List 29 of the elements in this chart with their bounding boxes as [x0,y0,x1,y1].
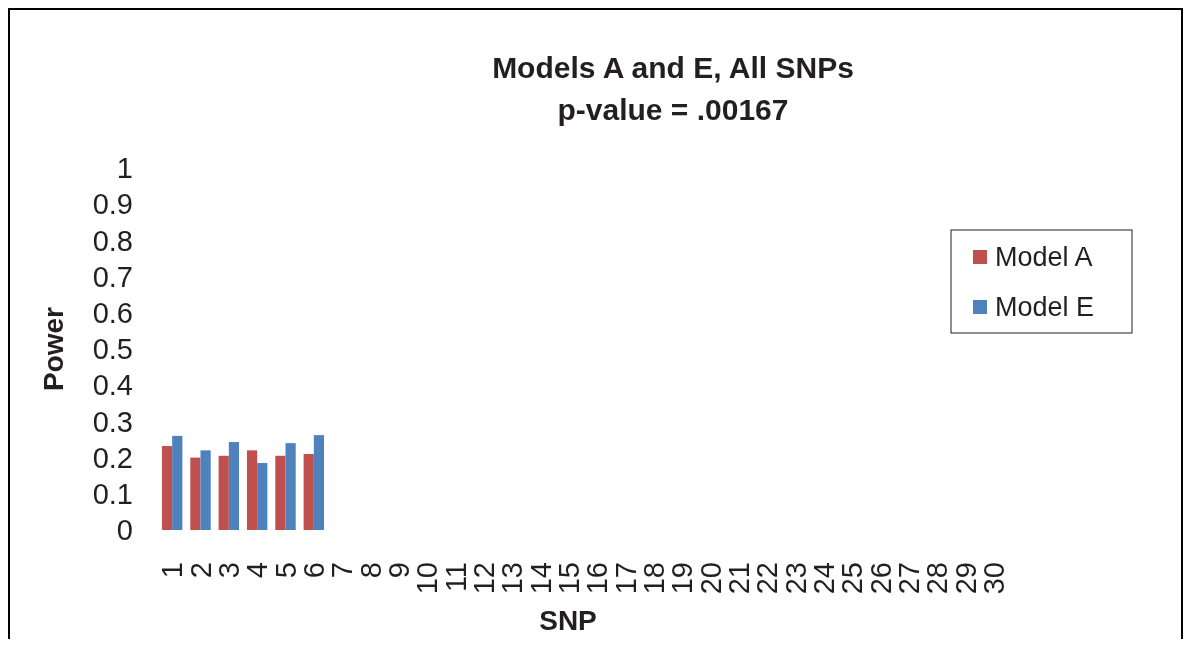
bar [218,455,229,530]
y-tick-label: 0 [116,514,133,547]
bar [161,446,173,530]
bar [172,435,183,530]
y-tick-label: 0.2 [92,441,133,474]
y-tick-label: 0.4 [92,369,133,402]
y-tick-label: 0.8 [92,224,133,257]
x-axis-title: SNP [539,605,597,636]
y-tick-label: 0.5 [92,333,133,366]
bar [285,443,296,530]
bar [200,450,211,530]
chart-title: Models A and E, All SNPs [492,51,854,84]
y-axis-title: Power [38,306,69,392]
legend-label: Model A [995,242,1093,273]
bar [228,442,240,530]
bar [257,463,268,530]
y-tick-label: 0.3 [92,405,133,438]
bar [303,453,314,530]
chart-subtitle: p-value = .00167 [557,93,789,126]
y-tick-label: 0.7 [92,260,133,293]
y-tick-label: 1 [116,152,133,185]
bar [275,455,286,530]
y-tick-label: 0.9 [92,188,133,221]
bar [190,457,201,530]
bar [246,450,258,530]
y-tick-label: 0.6 [92,296,133,329]
legend-label: Model E [995,292,1095,323]
y-tick-label: 0.1 [92,477,133,510]
bar [313,435,325,530]
